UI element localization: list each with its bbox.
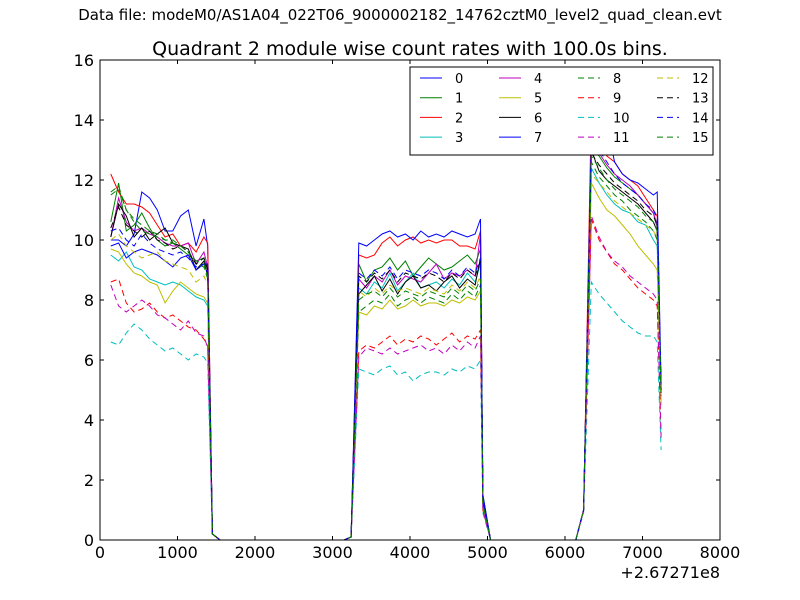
y-tick-label: 16 <box>74 51 94 70</box>
legend-box <box>409 66 714 156</box>
x-tick-label: 2000 <box>235 543 276 562</box>
x-tick-label: 8000 <box>700 543 741 562</box>
legend-label-14: 14 <box>692 111 709 126</box>
legend-label-12: 12 <box>692 72 709 87</box>
legend-label-3: 3 <box>455 131 463 146</box>
y-tick-label: 4 <box>84 411 94 430</box>
legend-label-10: 10 <box>613 111 630 126</box>
series-line-14 <box>110 136 662 540</box>
figure-suptitle: Data file: modeM0/AS1A04_022T06_90000021… <box>78 6 722 24</box>
series-line-2 <box>110 110 662 540</box>
series-line-4 <box>110 139 662 540</box>
series-line-1 <box>110 145 662 540</box>
legend-label-4: 4 <box>534 72 542 87</box>
y-tick-label: 12 <box>74 171 94 190</box>
x-axis-offset-label: +2.67271e8 <box>620 563 720 582</box>
y-tick-label: 8 <box>84 291 94 310</box>
series-layer <box>110 110 662 540</box>
series-line-12 <box>110 172 662 540</box>
x-tick-label: 0 <box>95 543 105 562</box>
legend-label-15: 15 <box>692 131 709 146</box>
series-line-6 <box>110 149 662 540</box>
legend-label-1: 1 <box>455 92 463 107</box>
y-tick-label: 10 <box>74 231 94 250</box>
series-line-3 <box>110 167 662 540</box>
y-tick-label: 14 <box>74 111 94 130</box>
x-tick-label: 6000 <box>545 543 586 562</box>
series-line-11 <box>110 215 662 540</box>
x-tick-label: 4000 <box>390 543 431 562</box>
series-line-0 <box>110 191 662 540</box>
legend-label-6: 6 <box>534 111 542 126</box>
legend-label-8: 8 <box>613 72 621 87</box>
series-line-8 <box>110 161 662 540</box>
legend-label-2: 2 <box>455 111 463 126</box>
legend-label-5: 5 <box>534 92 542 107</box>
legend-label-9: 9 <box>613 92 621 107</box>
series-line-10 <box>110 280 662 540</box>
x-tick-label: 7000 <box>622 543 663 562</box>
legend-label-7: 7 <box>534 131 542 146</box>
y-tick-label: 2 <box>84 471 94 490</box>
y-tick-label: 0 <box>84 531 94 550</box>
series-line-9 <box>110 218 662 540</box>
series-line-13 <box>110 151 662 540</box>
series-line-15 <box>110 154 662 540</box>
x-tick-label: 5000 <box>467 543 508 562</box>
legend-label-13: 13 <box>692 92 709 107</box>
x-tick-label: 1000 <box>157 543 198 562</box>
x-axis: 0 1000 2000 3000 4000 5000 6000 7000 8000 <box>95 60 740 562</box>
legend-label-0: 0 <box>455 72 463 87</box>
x-tick-label: 3000 <box>312 543 353 562</box>
series-line-7 <box>110 125 662 540</box>
y-tick-label: 6 <box>84 351 94 370</box>
chart-title: Quadrant 2 module wise count rates with … <box>152 38 668 60</box>
legend-label-11: 11 <box>613 131 630 146</box>
series-line-5 <box>110 182 662 540</box>
